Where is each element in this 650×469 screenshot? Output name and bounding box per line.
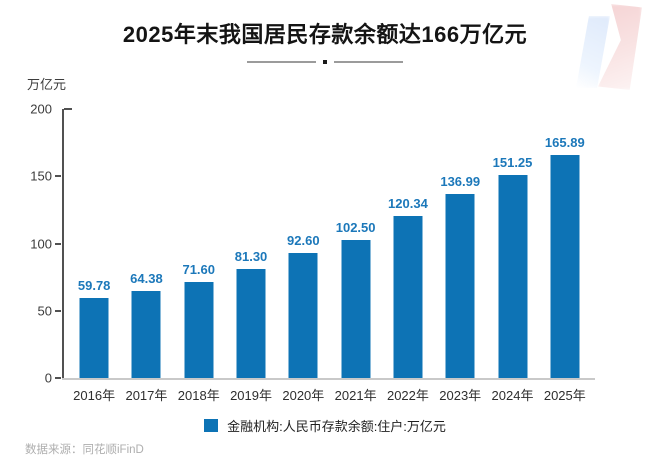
y-tick-label: 0 (44, 370, 52, 386)
x-axis-category-label: 2019年 (230, 388, 272, 403)
divider-dot (323, 60, 327, 64)
bar-value-label: 102.50 (335, 220, 376, 235)
x-axis-category-label: 2023年 (439, 388, 482, 403)
bar-slot: 81.30 2019年 (225, 109, 277, 403)
x-axis-category-label: 2022年 (386, 388, 429, 403)
x-axis-category-label: 2017年 (125, 388, 168, 403)
bar-value-label: 120.34 (388, 196, 428, 211)
bar-value-label: 71.60 (182, 262, 216, 277)
y-tick-label: 50 (37, 303, 52, 319)
bar-slot: 71.60 2018年 (173, 109, 225, 403)
y-axis-line (62, 109, 64, 378)
y-axis-unit-label: 万亿元 (27, 77, 67, 92)
bar-value-label: 151.25 (492, 155, 533, 170)
x-axis-category-label: 2024年 (491, 388, 534, 403)
bar (393, 216, 423, 378)
bar-value-label: 64.38 (130, 271, 163, 286)
y-tick-label: 100 (30, 236, 52, 251)
divider-left-line (247, 61, 316, 63)
chart-title: 2025年末我国居民存款余额达166万亿元 (122, 22, 528, 47)
bar (445, 194, 475, 378)
y-tick-mark (55, 242, 61, 245)
bar-value-label: 165.89 (544, 135, 585, 150)
bar (341, 240, 371, 378)
bar-slot: 136.99 2023年 (434, 109, 486, 403)
data-source-note: 数据来源：同花顺iFinD (25, 444, 144, 456)
x-axis-category-label: 2021年 (334, 388, 377, 403)
plot-area: 200 150 100 50 0 59.78 2016年 64.38 2017年 71.60 20… (30, 102, 595, 403)
bars: 59.78 2016年 64.38 2017年 71.60 2018年 81.30 2019年… (68, 109, 591, 403)
bar (288, 253, 318, 378)
legend-color-swatch (204, 419, 219, 432)
bar-slot: 64.38 2017年 (120, 109, 172, 403)
bar-slot: 151.25 2024年 (486, 109, 538, 403)
bar-value-label: 136.99 (440, 174, 481, 189)
bar (131, 291, 161, 378)
y-tick-label: 200 (30, 101, 52, 117)
legend: 金融机构:人民币存款余额:住户:万亿元 (0, 416, 650, 435)
x-axis-line (62, 378, 595, 380)
bar (236, 269, 266, 378)
bar-slot: 102.50 2021年 (329, 109, 381, 403)
bar (550, 155, 580, 378)
bar-slot: 165.89 2025年 (539, 109, 591, 403)
bar (498, 175, 528, 378)
bar (79, 298, 109, 378)
y-tick-mark (55, 309, 61, 312)
title-divider (0, 59, 650, 65)
divider-right-line (334, 61, 403, 63)
x-axis-category-label: 2016年 (73, 388, 116, 403)
bar-slot: 59.78 2016年 (68, 109, 120, 403)
y-tick-mark (55, 377, 61, 379)
bar-value-label: 81.30 (234, 249, 268, 264)
legend-label: 金融机构:人民币存款余额:住户:万亿元 (227, 419, 446, 434)
y-tick-label: 150 (30, 168, 52, 184)
y-tick-mark (55, 175, 61, 178)
bar (184, 282, 214, 378)
bar-slot: 120.34 2022年 (382, 109, 434, 403)
x-axis-category-label: 2020年 (282, 388, 325, 403)
bar-slot: 92.60 2020年 (277, 109, 329, 403)
y-tick-mark (64, 108, 72, 110)
bar-value-label: 92.60 (287, 233, 320, 248)
x-axis-category-label: 2018年 (177, 388, 220, 403)
x-axis-category-label: 2025年 (543, 388, 586, 403)
bar-value-label: 59.78 (77, 278, 111, 293)
